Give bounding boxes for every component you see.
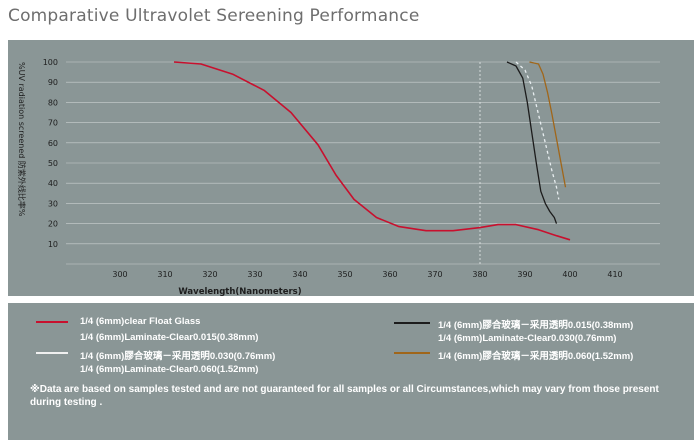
legend-swatch-clear-float: [36, 321, 68, 323]
legend-swatch-laminate-0015: [394, 322, 430, 324]
series-line-3: [529, 61, 567, 188]
x-tick-label: 300: [112, 270, 127, 279]
x-tick-label: 370: [427, 270, 442, 279]
grid-layer: [66, 61, 660, 265]
chart-panel: [8, 40, 694, 296]
y-tick-label: 50: [48, 159, 58, 168]
legend-item-4: 1/4 (6mm)膠合玻璃－采用透明0.015(0.38mm): [438, 320, 634, 331]
legend-swatch-laminate-0030: [36, 352, 68, 354]
uv-chart: 10 20 30 40 50 60 70 80 90 100 300 310 320 330 340 350 3…: [17, 58, 660, 297]
y-tick-label: 30: [48, 199, 58, 208]
x-tick-label: 310: [157, 270, 172, 279]
y-tick-label: 20: [48, 220, 58, 229]
series-line-0: [173, 61, 571, 241]
x-tick-label: 350: [337, 270, 352, 279]
x-axis-label: Wavelength(Nanometers): [178, 287, 301, 297]
legend-item-5: 1/4 (6mm)Laminate-Clear0.030(0.76mm): [438, 333, 617, 344]
x-tick-label: 400: [562, 270, 577, 279]
x-tick-label: 380: [472, 270, 487, 279]
legend-swatch-laminate-0060: [394, 352, 430, 354]
legend-item-2: 1/4 (6mm)膠合玻璃－采用透明0.030(0.76mm): [80, 351, 276, 362]
x-tick-label: 410: [607, 270, 622, 279]
y-axis-label: %UV radiation screened 防紫外线比率%: [17, 62, 27, 217]
legend-item-1: 1/4 (6mm)Laminate-Clear0.015(0.38mm): [80, 332, 259, 343]
x-tick-label: 360: [382, 270, 397, 279]
y-tick-label: 40: [48, 179, 58, 188]
x-tick-label: 320: [202, 270, 217, 279]
legend-item-3: 1/4 (6mm)Laminate-Clear0.060(1.52mm): [80, 364, 259, 375]
page-title: Comparative Ultravolet Sereening Perform…: [8, 6, 420, 26]
legend-panel: [8, 303, 694, 440]
x-tick-label: 390: [517, 270, 532, 279]
x-tick-label: 340: [292, 270, 307, 279]
legend-item-6: 1/4 (6mm)膠合玻璃－采用透明0.060(1.52mm): [438, 351, 634, 362]
series-layer: [173, 61, 571, 241]
x-tick-label: 330: [247, 270, 262, 279]
y-tick-label: 80: [48, 98, 58, 107]
y-tick-label: 100: [43, 58, 58, 67]
disclaimer-note: ※Data are based on samples tested and ar…: [30, 384, 659, 408]
axis-layer: 10 20 30 40 50 60 70 80 90 100 300 310 320 330 340 350 3…: [43, 58, 623, 279]
y-tick-label: 70: [48, 119, 58, 128]
series-line-2: [515, 61, 560, 200]
legend-item-0: 1/4 (6mm)clear Float Glass: [80, 316, 201, 327]
y-tick-label: 90: [48, 78, 58, 87]
y-tick-label: 60: [48, 139, 58, 148]
y-tick-label: 10: [48, 240, 58, 249]
series-line-1: [506, 61, 558, 224]
